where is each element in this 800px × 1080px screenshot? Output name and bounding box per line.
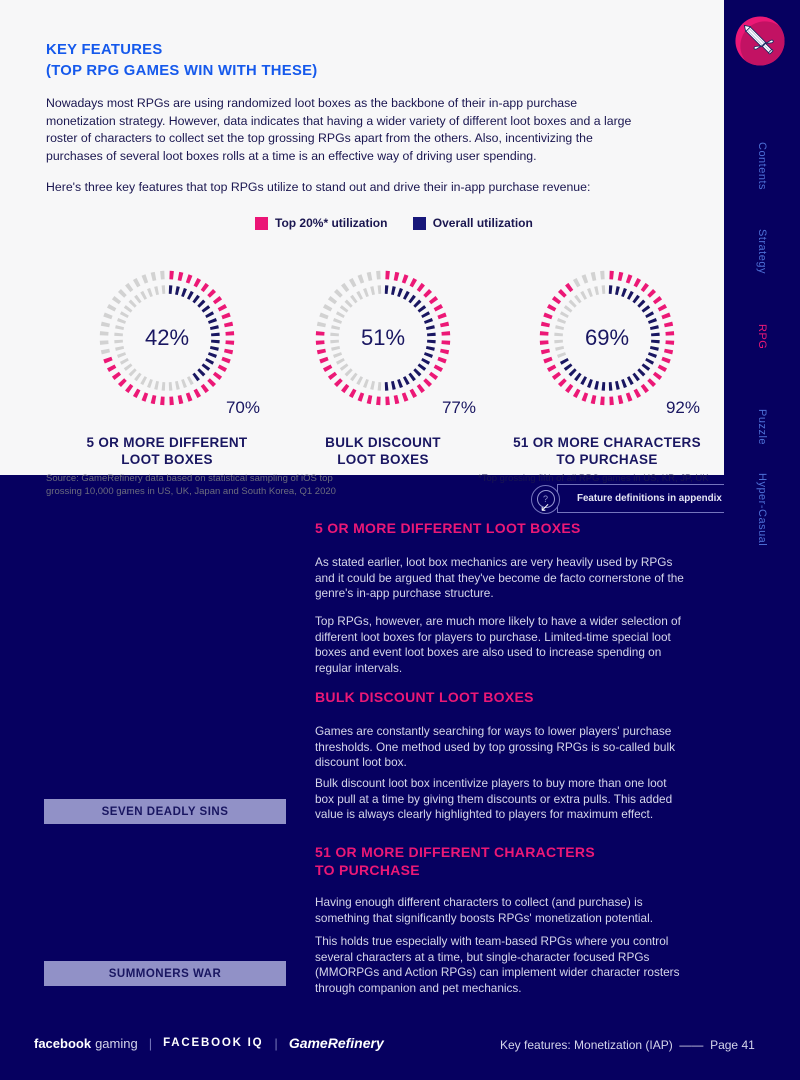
svg-text:51%: 51% bbox=[361, 325, 405, 350]
svg-text:69%: 69% bbox=[585, 325, 629, 350]
svg-text:42%: 42% bbox=[145, 325, 189, 350]
